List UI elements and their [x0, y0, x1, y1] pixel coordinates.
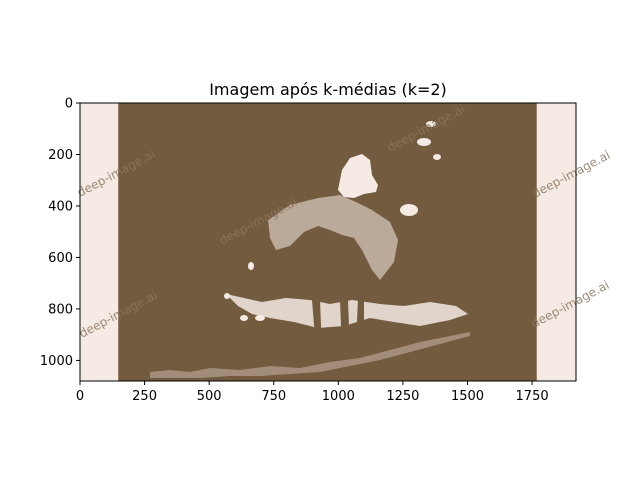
plot-frame	[79, 102, 577, 382]
x-axis: 0 250 500 750 1000 1250 1500 1750	[76, 381, 549, 404]
y-tick-label: 800	[48, 302, 73, 317]
y-tick-label: 600	[48, 251, 73, 266]
light-spot-2	[417, 138, 431, 146]
plot-area: deep-image.ai deep-image.ai deep-image.a…	[75, 102, 613, 382]
y-axis: 0 200 400 600 800 1000	[40, 97, 80, 369]
x-tick-label: 1750	[516, 389, 549, 404]
x-tick-label: 1250	[386, 389, 419, 404]
y-tick-label: 1000	[40, 354, 73, 369]
dark-cluster-region	[118, 103, 537, 381]
light-blob-body	[268, 195, 398, 280]
light-spot-8	[255, 315, 265, 321]
y-tick-label: 0	[65, 97, 73, 112]
light-spot-3	[433, 154, 441, 160]
ground-speckles	[150, 332, 470, 378]
light-blob-head	[338, 154, 378, 198]
light-spot-7	[240, 315, 248, 321]
x-tick-label: 250	[132, 389, 157, 404]
foreground-shapes	[150, 121, 470, 378]
chart-title: Imagem após k-médias (k=2)	[209, 80, 447, 99]
legs-dark	[312, 298, 364, 352]
y-tick-label: 400	[48, 199, 73, 214]
x-tick-label: 0	[76, 389, 84, 404]
light-spot-5	[248, 262, 254, 270]
x-tick-label: 1000	[322, 389, 355, 404]
light-spot-1	[400, 204, 418, 216]
y-tick-label: 200	[48, 148, 73, 163]
light-spot-6	[224, 293, 230, 299]
light-spot-4	[426, 121, 436, 127]
x-tick-label: 750	[261, 389, 286, 404]
x-tick-label: 1500	[451, 389, 484, 404]
x-tick-label: 500	[197, 389, 222, 404]
